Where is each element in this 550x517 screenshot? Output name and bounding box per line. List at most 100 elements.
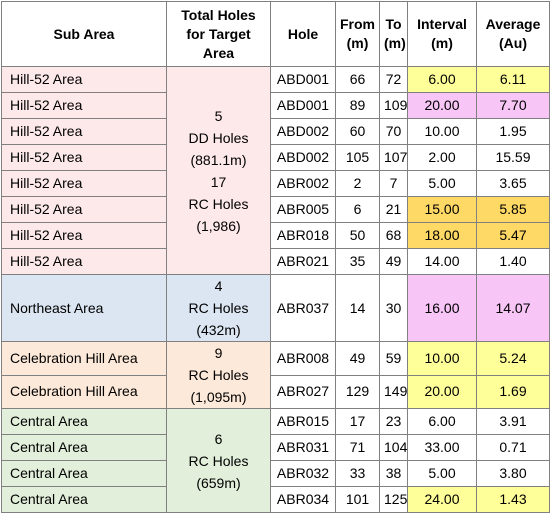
total-holes-cell: 4 RC Holes (432m) xyxy=(166,274,271,342)
to-cell: 7 xyxy=(379,170,408,197)
to-cell: 149 xyxy=(379,374,408,409)
to-cell: 72 xyxy=(379,66,408,93)
from-cell: 71 xyxy=(335,434,380,461)
total-holes-line: RC Holes xyxy=(188,367,249,383)
hole-cell: ABR027 xyxy=(270,374,336,409)
to-cell: 125 xyxy=(379,486,408,513)
average-cell: 3.80 xyxy=(476,460,550,487)
sub-area-cell: Celebration Hill Area xyxy=(1,374,167,409)
interval-cell: 10.00 xyxy=(407,118,477,145)
table-row: Hill-52 Area ABD002 105 107 2.00 15.59 xyxy=(1,144,550,171)
total-holes-line: (1,986) xyxy=(196,217,241,234)
hole-cell: ABD002 xyxy=(270,118,336,145)
total-holes-cell: 6 RC Holes (659m) xyxy=(166,408,271,513)
sub-area-cell: Central Area xyxy=(1,460,167,487)
to-cell: 109 xyxy=(379,92,408,119)
average-cell: 6.11 xyxy=(476,66,550,93)
header-row: Sub Area Total Holes for Target Area Hol… xyxy=(1,1,550,67)
total-holes-line: 6 xyxy=(214,430,223,447)
total-holes-cell: 5 DD Holes (881.1m) 17 RC Holes (1,986) xyxy=(166,66,271,275)
from-cell: 2 xyxy=(335,170,380,197)
interval-cell: 5.00 xyxy=(407,170,477,197)
table-row: Central Area ABR034 101 125 24.00 1.43 xyxy=(1,486,550,513)
sub-area-cell: Hill-52 Area xyxy=(1,66,167,93)
hole-cell: ABR037 xyxy=(270,274,336,342)
interval-cell: 16.00 xyxy=(407,274,477,342)
to-cell: 49 xyxy=(379,248,408,275)
interval-cell: 18.00 xyxy=(407,222,477,249)
sub-area-cell: Central Area xyxy=(1,408,167,435)
average-cell: 0.71 xyxy=(476,434,550,461)
interval-cell: 20.00 xyxy=(407,92,477,119)
average-cell: 1.69 xyxy=(476,374,550,409)
to-cell: 107 xyxy=(379,144,408,171)
interval-cell: 10.00 xyxy=(407,341,477,376)
table-row: Hill-52 Area ABR018 50 68 18.00 5.47 xyxy=(1,222,550,249)
from-cell: 101 xyxy=(335,486,380,513)
from-cell: 33 xyxy=(335,460,380,487)
sub-area-cell: Central Area xyxy=(1,434,167,461)
total-holes-line: 4 xyxy=(214,278,223,294)
sub-area-cell: Hill-52 Area xyxy=(1,118,167,145)
table-row: Hill-52 Area 5 DD Holes (881.1m) 17 RC Holes (… xyxy=(1,66,550,275)
total-holes-line: DD Holes xyxy=(188,129,249,146)
total-holes-line: (881.1m) xyxy=(190,151,247,168)
table-body: Hill-52 Area 5 DD Holes (881.1m) 17 RC Holes (… xyxy=(1,66,550,513)
total-holes-line: 17 xyxy=(210,173,227,190)
sub-area-cell: Hill-52 Area xyxy=(1,222,167,249)
to-cell: 70 xyxy=(379,118,408,145)
from-cell: 129 xyxy=(335,374,380,409)
hole-cell: ABR005 xyxy=(270,196,336,223)
hole-cell: ABD001 xyxy=(270,92,336,119)
from-cell: 14 xyxy=(335,274,380,342)
to-cell: 104 xyxy=(379,434,408,461)
to-cell: 38 xyxy=(379,460,408,487)
hole-cell: ABD002 xyxy=(270,144,336,171)
table-row: Hill-52 Area ABR005 6 21 15.00 5.85 xyxy=(1,196,550,223)
interval-cell: 15.00 xyxy=(407,196,477,223)
hole-cell: ABR008 xyxy=(270,341,336,376)
sub-area-cell: Central Area xyxy=(1,486,167,513)
table-row: Northeast Area 4 RC Holes (432m) ABR037 14 30 1… xyxy=(1,274,550,342)
average-cell: 7.70 xyxy=(476,92,550,119)
table-row: Hill-52 Area ABD002 60 70 10.00 1.95 xyxy=(1,118,550,145)
from-cell: 17 xyxy=(335,408,380,435)
table-row: Celebration Hill Area ABR027 129 149 20.00 1.… xyxy=(1,374,550,409)
average-cell: 5.24 xyxy=(476,341,550,376)
to-cell: 21 xyxy=(379,196,408,223)
to-cell: 23 xyxy=(379,408,408,435)
sub-area-cell: Hill-52 Area xyxy=(1,144,167,171)
from-cell: 35 xyxy=(335,248,380,275)
sub-area-cell: Hill-52 Area xyxy=(1,248,167,275)
interval-cell: 14.00 xyxy=(407,248,477,275)
from-cell: 6 xyxy=(335,196,380,223)
interval-cell: 24.00 xyxy=(407,486,477,513)
total-holes-line: (659m) xyxy=(196,474,241,491)
interval-cell: 2.00 xyxy=(407,144,477,171)
total-holes-line: 5 xyxy=(214,107,223,124)
table-row: Central Area ABR031 71 104 33.00 0.71 xyxy=(1,434,550,461)
from-cell: 89 xyxy=(335,92,380,119)
total-holes-line: (432m) xyxy=(196,322,241,338)
sub-area-cell: Northeast Area xyxy=(1,274,167,342)
average-cell: 3.65 xyxy=(476,170,550,197)
hole-cell: ABD001 xyxy=(270,66,336,93)
table-row: Hill-52 Area ABR021 35 49 14.00 1.40 xyxy=(1,248,550,275)
interval-cell: 33.00 xyxy=(407,434,477,461)
interval-cell: 6.00 xyxy=(407,66,477,93)
total-holes-line: RC Holes xyxy=(188,195,249,212)
header-sub-area: Sub Area xyxy=(1,1,167,67)
to-cell: 30 xyxy=(379,274,408,342)
sub-area-cell: Hill-52 Area xyxy=(1,196,167,223)
table-row: Hill-52 Area ABD001 89 109 20.00 7.70 xyxy=(1,92,550,119)
header-hole: Hole xyxy=(270,1,336,67)
header-to: To (m) xyxy=(379,1,408,67)
header-from: From (m) xyxy=(335,1,380,67)
hole-cell: ABR021 xyxy=(270,248,336,275)
table-row: Central Area ABR032 33 38 5.00 3.80 xyxy=(1,460,550,487)
average-cell: 1.40 xyxy=(476,248,550,275)
average-cell: 14.07 xyxy=(476,274,550,342)
header-interval: Interval (m) xyxy=(407,1,477,67)
from-cell: 49 xyxy=(335,341,380,376)
sub-area-cell: Hill-52 Area xyxy=(1,92,167,119)
